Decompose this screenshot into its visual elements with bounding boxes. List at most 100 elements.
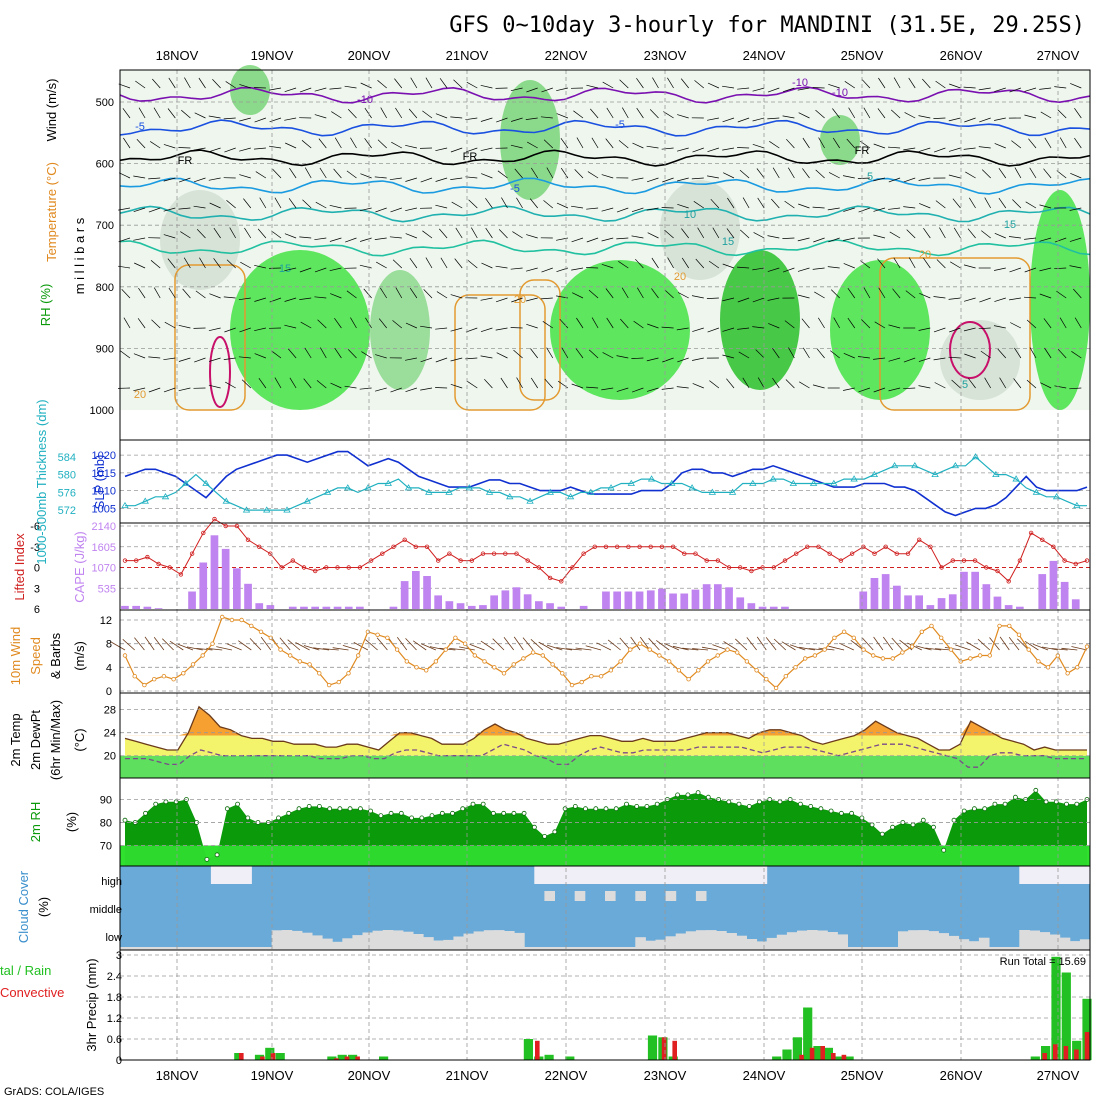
wind-barb-10m [915, 645, 932, 651]
wind-barb-10m [162, 638, 174, 651]
wind-barb [329, 267, 342, 272]
lifted-index-point [782, 558, 788, 563]
cloud-high-block [756, 866, 768, 884]
wind-barb [843, 263, 855, 269]
wind-barb [843, 207, 855, 212]
wind-tick: 4 [106, 662, 112, 674]
pressure-tick: 600 [96, 159, 114, 171]
wind-barb-10m [607, 639, 621, 651]
wind-barb [647, 232, 659, 239]
wind-barb-10m [765, 637, 777, 651]
wind-barb [299, 87, 312, 93]
lifted-index-point [827, 551, 832, 556]
wind-barb [933, 147, 946, 153]
thickness-point [607, 484, 615, 491]
wind-barb-10m [712, 644, 728, 651]
thickness-point [404, 484, 413, 491]
lifted-index-point [894, 551, 899, 556]
wind-barb [695, 258, 705, 269]
wind-barb [782, 87, 795, 93]
wind-barb [195, 290, 206, 299]
cloud-level-label: high [101, 876, 122, 888]
warm-contour-2 [879, 257, 1031, 411]
cloud-high-block [726, 866, 737, 884]
wind-barb [224, 327, 236, 333]
wind-barb [226, 259, 236, 269]
precip-total-bar [379, 1056, 389, 1060]
wind-speed-point [307, 662, 312, 667]
wind-barb [435, 204, 448, 209]
cloud-low-block [180, 947, 192, 950]
wind-barb [455, 227, 463, 239]
wind-barb [299, 236, 312, 239]
rh-point [757, 799, 762, 805]
rh-point [511, 810, 517, 816]
wind-barb [978, 87, 991, 91]
wind-barb [677, 203, 689, 209]
wind-barb [993, 325, 1006, 329]
cape-bar [714, 584, 722, 609]
precip-total-bar [1051, 956, 1061, 1061]
lifted-index-point [648, 544, 653, 549]
wind-barb [601, 387, 614, 391]
slp-thickness-panel: 1020 1015 1010 1005 584 580 576 572 [58, 450, 1090, 517]
cape-bar [893, 585, 901, 609]
wind-barb [737, 327, 750, 330]
wind-speed-point [151, 677, 157, 682]
thickness-point [323, 488, 332, 495]
wind-barb [830, 289, 840, 299]
cape-bar [199, 562, 208, 609]
wind-speed-point [880, 656, 886, 661]
wind-barb [314, 267, 327, 273]
temp-label-3: (6hr Min/Max) [48, 700, 63, 780]
panel-frame-wind [119, 609, 1091, 694]
wind-barb-10m [664, 643, 680, 651]
precip-conv-bar [334, 1058, 339, 1061]
date-label-top: 23NOV [644, 48, 687, 63]
wind-barb-10m [808, 648, 825, 651]
wind-barb [1040, 111, 1052, 119]
wind-barb [1069, 207, 1082, 211]
lifted-index-point [1040, 537, 1045, 542]
wind-barb [512, 231, 523, 239]
thickness-point [546, 488, 555, 495]
wind-barb [858, 207, 871, 213]
cloud-high-block [1059, 866, 1071, 884]
wind-barb [621, 287, 629, 299]
legend-wind: Wind (m/s) [44, 79, 59, 142]
wind-barb [873, 387, 886, 393]
wind-barb-10m [723, 641, 738, 651]
cloud-high-block [1079, 866, 1091, 884]
cloud-low-block [473, 931, 485, 950]
rh-point [204, 857, 210, 862]
cloud-low-block [837, 934, 848, 950]
wind-barb [571, 383, 584, 389]
cape-bar [870, 578, 879, 609]
wind-barb [964, 353, 976, 359]
wind-barb-10m [585, 645, 602, 651]
wind-barb [238, 297, 251, 301]
rh-shade-6 [230, 65, 270, 115]
wind-speed-point [142, 682, 147, 688]
wind-barb-10m [1008, 637, 1020, 651]
wind-barb [652, 77, 659, 89]
wind-barb [330, 382, 342, 389]
wind-speed-point [909, 644, 915, 649]
rh-point [828, 808, 834, 814]
temp-label-2: 2m DewPt [28, 710, 43, 770]
thickness-label: 1000-500mb Thickness (dm) [34, 399, 49, 564]
thickness-point [1073, 501, 1081, 509]
wind-unit: (m/s) [72, 641, 87, 671]
wind-barb [420, 357, 433, 363]
wind-barb [1069, 237, 1082, 242]
wind-barb [559, 318, 569, 329]
wind-barb [933, 117, 946, 119]
wind-speed-point [1084, 644, 1090, 649]
rh-point [286, 810, 292, 816]
wind-barb [842, 175, 855, 179]
wind-barb [541, 267, 553, 273]
date-label-bottom: 18NOV [156, 1068, 199, 1083]
rh-point [347, 806, 353, 812]
wind-barb [616, 207, 629, 213]
wind-barb [677, 292, 689, 299]
